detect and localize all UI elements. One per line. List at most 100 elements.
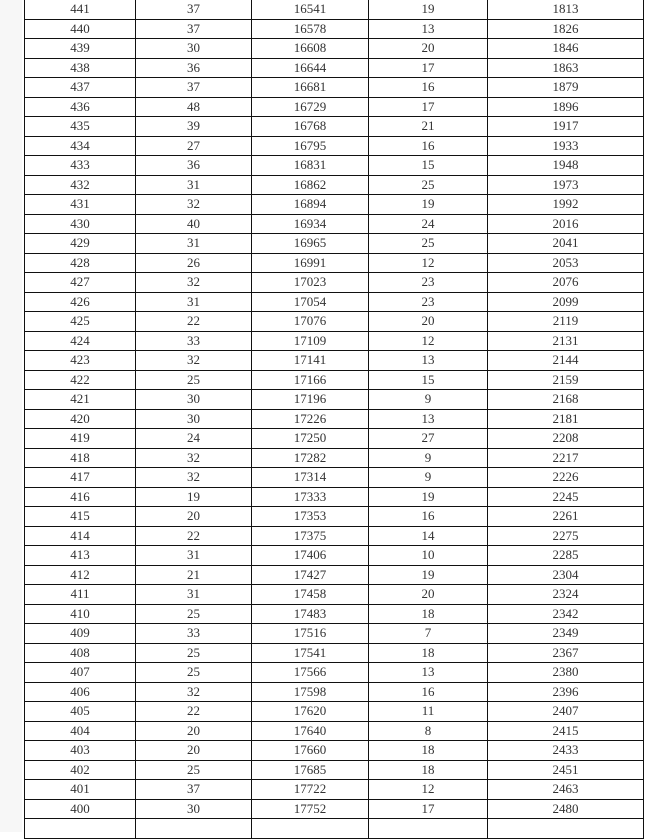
cumulative-cell: 17566 [251,662,369,683]
cumulative-cell: 17314 [251,467,369,488]
count-cell: 21 [135,564,252,585]
score-cell: 403 [24,740,136,761]
table-row: 421 30 17196 9 2168 [24,389,644,410]
score-cell: 407 [24,662,136,683]
score-cell: 409 [24,623,136,644]
score-cell: 408 [24,642,136,663]
cumulative-cell-2: 2041 [487,233,644,254]
cumulative-cell: 17353 [251,506,369,527]
cumulative-cell: 16831 [251,155,369,176]
cumulative-cell-2: 2304 [487,564,644,585]
cumulative-cell: 17226 [251,408,369,429]
table-row: 431 32 16894 19 1992 [24,194,644,215]
count-cell: 37 [135,77,252,98]
score-cell: 404 [24,720,136,741]
count-cell-2: 23 [368,272,488,293]
cumulative-cell-2: 2275 [487,525,644,546]
count-cell: 32 [135,272,252,293]
count-cell: 20 [135,720,252,741]
count-cell-2: 15 [368,369,488,390]
table-row: 417 32 17314 9 2226 [24,467,644,488]
count-cell: 26 [135,252,252,273]
cumulative-cell: 17427 [251,564,369,585]
table-row: 418 32 17282 9 2217 [24,447,644,468]
score-cell: 424 [24,330,136,351]
count-cell-2: 18 [368,642,488,663]
cumulative-cell: 17541 [251,642,369,663]
count-cell: 33 [135,330,252,351]
table-row: 425 22 17076 20 2119 [24,311,644,332]
count-cell: 25 [135,759,252,780]
cumulative-cell-2: 2261 [487,506,644,527]
table-row: 422 25 17166 15 2159 [24,369,644,390]
table-row: 427 32 17023 23 2076 [24,272,644,293]
cumulative-cell-2: 2217 [487,447,644,468]
table-row: 440 37 16578 13 1826 [24,18,644,39]
score-cell: 423 [24,350,136,371]
score-cell: 400 [24,798,136,819]
cumulative-cell-2: 2119 [487,311,644,332]
cumulative-cell: 17516 [251,623,369,644]
count-cell-2: 25 [368,174,488,195]
count-cell: 20 [135,740,252,761]
score-cell: 434 [24,135,136,156]
table-row: 407 25 17566 13 2380 [24,662,644,683]
count-cell: 25 [135,603,252,624]
table-row: 435 39 16768 21 1917 [24,116,644,137]
count-cell: 30 [135,408,252,429]
count-cell-2: 18 [368,759,488,780]
cumulative-cell: 16681 [251,77,369,98]
count-cell-2: 19 [368,0,488,20]
score-cell: 429 [24,233,136,254]
cumulative-cell: 16541 [251,0,369,20]
count-cell: 39 [135,116,252,137]
cumulative-cell: 17250 [251,428,369,449]
score-cell: 422 [24,369,136,390]
count-cell: 37 [135,18,252,39]
cumulative-cell-2: 2245 [487,486,644,507]
score-table: 441 37 16541 19 1813 440 37 16578 13 1826 439 30 166… [24,0,644,839]
count-cell-2: 20 [368,311,488,332]
cumulative-cell: 17406 [251,545,369,566]
count-cell-2: 18 [368,740,488,761]
cumulative-cell: 16795 [251,135,369,156]
count-cell-2: 8 [368,720,488,741]
cumulative-cell-2: 1879 [487,77,644,98]
cumulative-cell: 17141 [251,350,369,371]
score-cell: 426 [24,291,136,312]
table-row: 436 48 16729 17 1896 [24,96,644,117]
count-cell-2: 25 [368,233,488,254]
cumulative-cell-2: 2181 [487,408,644,429]
table-row: 424 33 17109 12 2131 [24,330,644,351]
count-cell: 33 [135,623,252,644]
score-cell: 418 [24,447,136,468]
cumulative-cell: 16768 [251,116,369,137]
count-cell-2: 24 [368,213,488,234]
count-cell-2: 19 [368,194,488,215]
count-cell: 31 [135,174,252,195]
score-cell: 411 [24,584,136,605]
table-row: 404 20 17640 8 2415 [24,720,644,741]
cumulative-cell-2: 2433 [487,740,644,761]
cumulative-cell: 17752 [251,798,369,819]
cumulative-cell: 17333 [251,486,369,507]
cumulative-cell: 16934 [251,213,369,234]
table-body: 441 37 16541 19 1813 440 37 16578 13 1826 439 30 166… [24,0,644,839]
cumulative-cell-2: 2208 [487,428,644,449]
count-cell: 19 [135,486,252,507]
table-row: 419 24 17250 27 2208 [24,428,644,449]
table-row: 414 22 17375 14 2275 [24,525,644,546]
table-row: 432 31 16862 25 1973 [24,174,644,195]
table-row: 408 25 17541 18 2367 [24,642,644,663]
cumulative-cell-2: 1973 [487,174,644,195]
count-cell: 31 [135,291,252,312]
count-cell: 31 [135,584,252,605]
table-row: 429 31 16965 25 2041 [24,233,644,254]
cumulative-cell-2: 1917 [487,116,644,137]
cumulative-cell-2: 2131 [487,330,644,351]
cumulative-cell-2: 2367 [487,642,644,663]
cumulative-cell-2: 2144 [487,350,644,371]
count-cell: 32 [135,681,252,702]
count-cell-2: 17 [368,96,488,117]
table-row: 406 32 17598 16 2396 [24,681,644,702]
